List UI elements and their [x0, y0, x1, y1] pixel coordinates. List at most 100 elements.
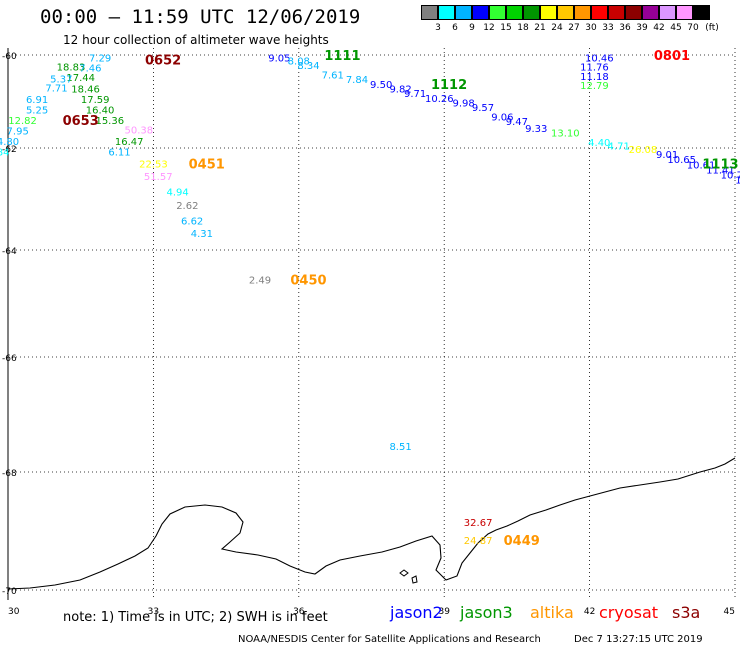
wave-height-value: 18.46 — [71, 84, 100, 95]
pass-time-label: 0653 — [63, 114, 99, 129]
scale-swatch — [455, 5, 472, 20]
satellite-pass-times: 0652 0653 0451 0450 1111 1112 0801 1113 0449 — [63, 49, 739, 549]
wave-height-value: 7.29 — [89, 53, 111, 64]
generation-timestamp: Dec 7 13:27:15 UTC 2019 — [574, 634, 703, 645]
pass-time-label: 0450 — [290, 273, 326, 288]
wave-height-value: 10.79 — [721, 171, 740, 182]
wave-height-value: 4.71 — [608, 142, 630, 153]
wave-height-value: 50.38 — [125, 125, 154, 136]
wave-height-value: 17.44 — [66, 73, 95, 84]
map-title: 00:00 – 11:59 UTC 12/06/2019 — [40, 6, 361, 28]
wave-height-value: 4.94 — [167, 187, 189, 198]
scale-swatch — [438, 5, 455, 20]
wave-height-value: 24.87 — [464, 536, 493, 547]
wave-height-value: 10.61 — [687, 160, 716, 171]
wave-height-value: 10.26 — [425, 94, 454, 105]
wave-height-value: 5.37 — [50, 74, 72, 85]
wave-height-value: 9.05 — [268, 53, 290, 64]
scale-swatch — [693, 5, 710, 20]
wave-height-value: 10.65 — [667, 155, 696, 166]
latitude-tick-label: -66 — [2, 354, 17, 364]
latitude-tick-label: -60 — [2, 52, 17, 62]
latitude-tick-label: -68 — [2, 469, 17, 479]
wave-height-value: 7.95 — [7, 126, 29, 137]
scale-tick-label: 33 — [602, 23, 614, 33]
pass-time-label: 1113 — [702, 157, 738, 172]
wave-height-value: 4.40 — [588, 138, 610, 149]
antarctic-coastline — [7, 457, 736, 590]
satellite-legend-cryosat: cryosat — [599, 603, 659, 622]
wave-height-value: 9.33 — [525, 124, 547, 135]
wave-height-value: 26.08 — [629, 145, 658, 156]
longitude-labels: 30 33 36 39 42 45 — [8, 607, 735, 617]
longitude-tick-label: 30 — [8, 607, 20, 617]
wave-height-value: 9.50 — [370, 80, 392, 91]
wave-height-value: 6.91 — [26, 95, 48, 106]
scale-swatch — [659, 5, 676, 20]
wave-height-value: 2.62 — [176, 201, 198, 212]
wave-height-value: 11.41 — [706, 165, 735, 176]
wave-height-value: 7.61 — [322, 71, 344, 82]
scale-tick-label: 45 — [670, 23, 682, 33]
wave-height-value: 11.18 — [580, 72, 609, 83]
latitude-tick-label: -62 — [2, 145, 17, 155]
wave-height-value: 13.10 — [551, 129, 580, 140]
latitude-labels: -60 -62 -64 -66 -68 -70 — [2, 52, 17, 597]
satellite-legend-jason2: jason2 — [390, 603, 443, 622]
scale-swatch — [676, 5, 693, 20]
wave-height-value: 9.06 — [491, 112, 513, 123]
wave-height-value: 9.01 — [656, 150, 678, 161]
scale-swatch — [472, 5, 489, 20]
longitude-tick-label: 36 — [293, 607, 305, 617]
scale-tick-label: 30 — [585, 23, 597, 33]
wave-height-value: 17.59 — [81, 95, 110, 106]
scale-swatch — [642, 5, 659, 20]
scale-swatch — [506, 5, 523, 20]
wave-height-value: 7.71 — [45, 84, 67, 95]
wave-height-value: 9.47 — [506, 117, 528, 128]
wave-height-value: 6.62 — [181, 216, 203, 227]
pass-time-label: 0451 — [189, 157, 225, 172]
wave-height-value: 12.79 — [580, 81, 609, 92]
scale-tick-label: 21 — [534, 23, 546, 33]
lat-lon-grid — [7, 48, 736, 600]
longitude-tick-label: 39 — [438, 607, 450, 617]
wave-height-value: 10.24 — [735, 176, 740, 187]
coastline-island — [411, 575, 418, 584]
pass-time-label: 0652 — [145, 54, 181, 69]
longitude-tick-label: 42 — [584, 607, 595, 617]
scale-tick-label: 42 — [653, 23, 665, 33]
scale-tick-label: 9 — [469, 23, 475, 33]
wave-height-value: 4.31 — [191, 229, 213, 240]
wave-height-value: 12.82 — [8, 116, 37, 127]
wave-height-value: 11.76 — [580, 63, 609, 74]
wave-height-value: 9.98 — [452, 98, 474, 109]
scale-tick-label: 3 — [435, 23, 441, 33]
longitude-tick-label: 45 — [724, 607, 735, 617]
latitude-tick-label: -70 — [2, 587, 17, 597]
scale-swatch — [540, 5, 557, 20]
wave-height-value: 51.57 — [144, 172, 173, 183]
scale-tick-label: 18 — [517, 23, 529, 33]
wave-height-value: 2.49 — [249, 275, 271, 286]
wave-height-value: 9.57 — [472, 103, 494, 114]
wave-height-value: 22.53 — [139, 159, 168, 170]
map-subtitle: 12 hour collection of altimeter wave hei… — [63, 33, 329, 47]
pass-time-label: 1111 — [324, 49, 360, 64]
scale-swatch — [421, 5, 438, 20]
coastline-island — [399, 569, 409, 577]
scale-tick-label: 6 — [452, 23, 458, 33]
satellite-legend-s3a: s3a — [672, 603, 701, 622]
wave-height-value: 4.80 — [0, 137, 19, 148]
scale-tick-label: 70 — [687, 23, 699, 33]
scale-tick-label: 24 — [551, 23, 563, 33]
pass-time-label: 0801 — [654, 49, 690, 64]
wave-height-value: 6.11 — [108, 148, 130, 159]
wave-height-value: 7.46 — [79, 64, 101, 75]
wave-height-value: 18.83 — [57, 63, 86, 74]
wave-height-value: 9.71 — [404, 89, 426, 100]
wave-height-value: 16.47 — [115, 137, 144, 148]
wave-height-value: 10.46 — [585, 53, 614, 64]
wave-height-value: 32.67 — [464, 518, 493, 529]
